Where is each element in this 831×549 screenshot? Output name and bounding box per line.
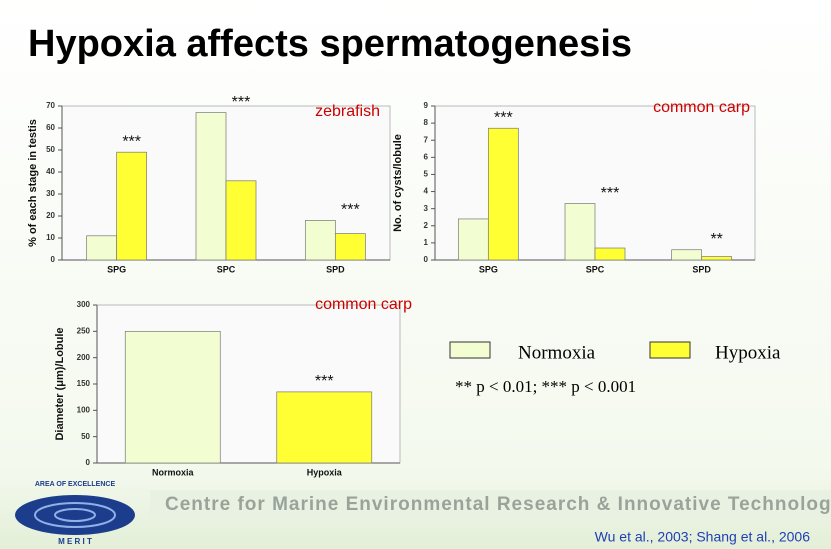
x-tick-label: SPD [692, 264, 711, 274]
banner-band [150, 490, 831, 518]
chart-title: zebrafish [315, 103, 380, 120]
y-axis-label: Diameter (μm)/Lobule [54, 327, 66, 440]
x-tick-label: SPG [107, 264, 126, 274]
logo-text: M E R I T [58, 537, 92, 546]
x-tick-label: Normoxia [152, 467, 195, 477]
significance-note: ** p < 0.01; *** p < 0.001 [455, 377, 636, 396]
y-tick-label: 70 [46, 101, 55, 110]
annotation: *** [232, 94, 251, 111]
logo [15, 495, 135, 535]
y-tick-label: 20 [46, 211, 55, 220]
x-tick-label: Hypoxia [307, 467, 343, 477]
bar [116, 151, 148, 261]
y-tick-label: 4 [424, 187, 429, 196]
bar [487, 127, 519, 261]
y-tick-label: 30 [46, 189, 55, 198]
y-tick-label: 0 [86, 458, 91, 467]
y-tick-label: 7 [424, 135, 429, 144]
annotation: *** [315, 373, 334, 390]
y-tick-label: 0 [51, 255, 56, 264]
x-tick-label: SPC [586, 264, 605, 274]
y-tick-label: 100 [77, 405, 91, 414]
logo-ring [54, 508, 96, 522]
annotation: ** [710, 231, 722, 248]
y-tick-label: 250 [77, 326, 91, 335]
bar [701, 256, 733, 261]
citation: Wu et al., 2003; Shang et al., 2006 [595, 529, 811, 545]
bar [564, 203, 596, 261]
y-tick-label: 50 [81, 432, 90, 441]
legend-swatch [649, 341, 691, 359]
logo-ring [34, 502, 116, 528]
legend-label: Hypoxia [715, 342, 781, 363]
bar [334, 233, 366, 261]
banner: Centre for Marine Environmental Research… [165, 494, 831, 515]
y-tick-label: 9 [424, 101, 429, 110]
x-tick-label: SPD [326, 264, 345, 274]
chart-title: common carp [653, 99, 750, 116]
y-tick-label: 10 [46, 233, 55, 242]
legend-swatch [449, 341, 491, 359]
y-tick-label: 1 [424, 238, 429, 247]
x-tick-label: SPC [217, 264, 236, 274]
y-tick-label: 0 [424, 255, 429, 264]
y-tick-label: 2 [424, 221, 429, 230]
annotation: *** [341, 202, 360, 219]
bar [124, 330, 221, 464]
y-tick-label: 200 [77, 353, 91, 362]
slide-title: Hypoxia affects spermatogenesis [28, 23, 632, 65]
y-tick-label: 150 [77, 379, 91, 388]
y-tick-label: 40 [46, 167, 55, 176]
y-tick-label: 300 [77, 300, 91, 309]
y-tick-label: 3 [424, 204, 429, 213]
bar [86, 235, 118, 261]
bar [457, 218, 489, 261]
y-tick-label: 8 [424, 118, 429, 127]
y-axis-label: % of each stage in testis [27, 119, 39, 247]
bar [671, 249, 703, 261]
y-axis-label: No. of cysts/lobule [392, 134, 404, 232]
bar [304, 220, 336, 261]
y-tick-label: 50 [46, 145, 55, 154]
annotation: *** [601, 185, 620, 202]
legend-label: Normoxia [518, 342, 596, 363]
logo-text: AREA OF EXCELLENCE [35, 481, 116, 488]
y-tick-label: 6 [424, 152, 429, 161]
bar [195, 112, 227, 261]
x-tick-label: SPG [479, 264, 498, 274]
bar [225, 180, 257, 261]
y-tick-label: 5 [424, 170, 429, 179]
annotation: *** [494, 109, 513, 126]
bar [594, 247, 626, 261]
bar [276, 391, 373, 464]
annotation: *** [122, 133, 141, 150]
y-tick-label: 60 [46, 123, 55, 132]
chart-title: common carp [315, 296, 412, 313]
